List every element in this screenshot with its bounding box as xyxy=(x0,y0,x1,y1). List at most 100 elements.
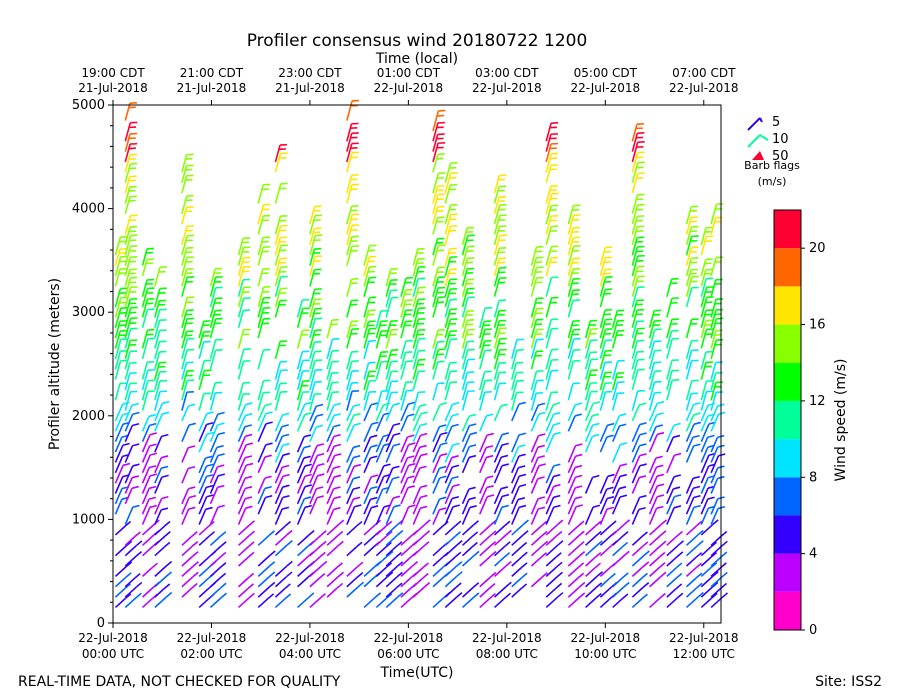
barb-shaft xyxy=(309,455,319,474)
wind-barb xyxy=(363,434,378,453)
barb-shaft xyxy=(444,248,451,266)
barb-shaft xyxy=(209,318,217,339)
barb-feather xyxy=(659,592,666,599)
wind-barb xyxy=(530,328,544,349)
wind-barb xyxy=(530,433,546,453)
wind-barb xyxy=(444,551,462,567)
wind-barb xyxy=(296,379,310,401)
barb-shaft xyxy=(510,362,517,380)
wind-barb xyxy=(309,413,324,432)
barb-feather xyxy=(578,530,585,537)
wind-barb xyxy=(685,504,701,525)
wind-barb xyxy=(346,235,359,256)
barb-feather xyxy=(282,452,290,456)
barb-shaft xyxy=(493,597,506,609)
wind-barb xyxy=(385,402,401,422)
barb-shaft xyxy=(274,183,282,204)
barb-feather xyxy=(219,551,227,558)
barb-shaft xyxy=(198,465,208,484)
barb-shaft xyxy=(114,565,127,577)
barb-shaft xyxy=(154,546,165,557)
barb-shaft xyxy=(375,506,385,525)
wind-barb xyxy=(612,530,629,546)
barb-shaft xyxy=(493,196,500,214)
barb-shaft xyxy=(710,478,719,494)
barb-feather xyxy=(672,434,681,439)
wind-barb xyxy=(124,142,138,163)
barb-feather xyxy=(244,424,252,428)
barb-feather xyxy=(452,483,460,488)
barb-shaft xyxy=(599,340,607,360)
wind-barb xyxy=(649,592,666,609)
wind-barb xyxy=(297,592,315,609)
barb-shaft xyxy=(461,546,473,557)
barb-feather xyxy=(575,485,583,489)
barb-shaft xyxy=(237,298,245,318)
barb-feather xyxy=(131,475,140,479)
wind-barb xyxy=(648,309,662,328)
wind-barb xyxy=(685,318,699,339)
wind-barb xyxy=(124,306,138,328)
wind-barb xyxy=(444,361,457,380)
barb-shaft xyxy=(478,371,486,391)
barb-shaft xyxy=(511,403,520,422)
barb-feather xyxy=(537,496,546,500)
barb-shaft xyxy=(631,477,640,494)
barb-feather xyxy=(282,484,290,488)
wind-barb xyxy=(493,442,509,463)
barb-shaft xyxy=(545,535,557,546)
barb-shaft xyxy=(237,404,247,422)
barb-shaft xyxy=(461,258,469,277)
wind-barb xyxy=(198,484,214,505)
wind-barb xyxy=(700,286,714,308)
wind-barb xyxy=(346,412,361,432)
wind-barb xyxy=(444,225,458,246)
wind-barb xyxy=(584,474,600,494)
wind-barb xyxy=(274,506,290,525)
wind-barb xyxy=(510,348,524,370)
wind-barb xyxy=(666,572,683,588)
barb-shaft xyxy=(363,340,370,360)
wind-barb xyxy=(493,319,507,339)
barb-shaft xyxy=(631,598,643,609)
barb-shaft xyxy=(461,227,468,246)
wind-barb xyxy=(545,152,559,173)
wind-barb xyxy=(209,286,223,308)
barb-shaft xyxy=(710,279,717,297)
barb-shaft xyxy=(385,392,392,411)
wind-barb xyxy=(612,550,630,567)
wind-barb xyxy=(400,360,413,380)
wind-barb xyxy=(700,235,714,256)
barb-feather xyxy=(192,571,199,578)
barb-feather xyxy=(595,520,602,527)
wind-barb xyxy=(385,349,399,370)
wind-barb xyxy=(631,432,647,453)
barb-shaft xyxy=(585,525,597,536)
wind-barb xyxy=(346,224,360,246)
barb-feather xyxy=(553,473,561,478)
wind-barb xyxy=(124,297,138,318)
wind-barb xyxy=(599,382,612,401)
wind-barb xyxy=(114,462,131,484)
barb-shaft xyxy=(432,154,439,173)
wind-barb xyxy=(545,391,559,411)
barb-shaft xyxy=(599,269,606,287)
wind-barb xyxy=(124,422,140,443)
barb-feather xyxy=(541,540,549,547)
barb-shaft xyxy=(257,444,267,463)
barb-shaft xyxy=(444,506,454,525)
wind-barb xyxy=(545,431,561,453)
barb-shaft xyxy=(666,454,676,474)
barb-feather xyxy=(320,540,327,547)
barb-shaft xyxy=(685,567,697,577)
barb-feather xyxy=(134,572,141,579)
wind-barb xyxy=(510,371,524,391)
barb-feather xyxy=(639,463,647,467)
barb-shaft xyxy=(198,341,205,360)
barb-shaft xyxy=(412,405,421,422)
barb-shaft xyxy=(444,498,453,515)
wind-barb xyxy=(237,278,251,297)
barb-feather xyxy=(422,562,429,569)
wind-barb xyxy=(479,485,494,505)
